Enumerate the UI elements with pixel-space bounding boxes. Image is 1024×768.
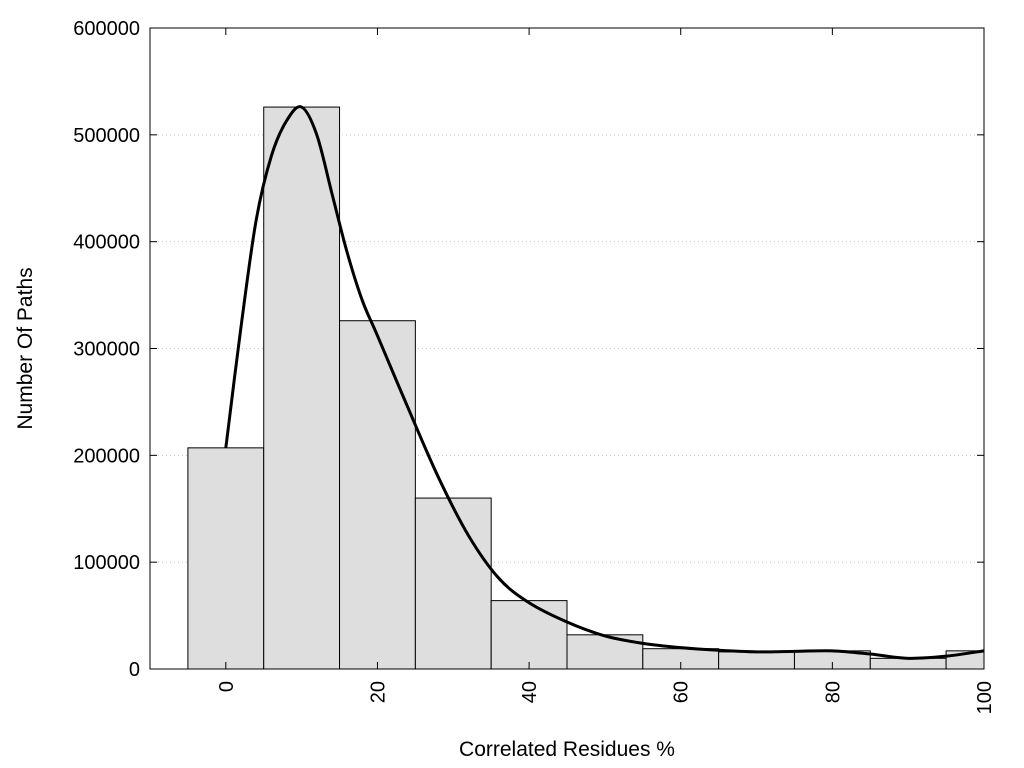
x-axis-label: Correlated Residues %	[459, 738, 675, 761]
histogram-bars	[187, 106, 985, 670]
x-tick-label: 100	[974, 681, 996, 714]
histogram-bar	[869, 657, 947, 670]
x-tick-label: 80	[822, 681, 844, 703]
y-tick-label: 300000	[73, 339, 140, 361]
y-tick-label: 200000	[73, 445, 140, 467]
histogram-bar	[263, 106, 341, 670]
x-tick-label: 0	[216, 681, 238, 692]
histogram-bar	[414, 497, 492, 670]
density-curve-layer	[224, 105, 985, 660]
x-tick-label: 40	[519, 681, 541, 703]
y-tick-label: 0	[129, 659, 140, 681]
grid-lines	[150, 134, 984, 563]
histogram-bar	[187, 447, 265, 670]
y-tick-label: 600000	[73, 18, 140, 40]
y-axis-ticks: 0 100000 200000 300000 400000 500000 600000	[73, 18, 984, 681]
histogram-bar	[339, 320, 416, 670]
x-axis-ticks: 0 20 40 60 80 100	[216, 28, 996, 714]
y-tick-label: 500000	[73, 125, 140, 147]
x-tick-label: 60	[671, 681, 693, 703]
y-axis-label: Number Of Paths	[14, 267, 37, 429]
histogram-bar	[566, 634, 644, 670]
y-tick-label: 100000	[73, 552, 140, 574]
histogram-bar	[490, 600, 568, 670]
x-tick-label: 20	[367, 681, 389, 703]
density-curve	[224, 105, 985, 660]
y-tick-label: 400000	[73, 232, 140, 254]
histogram-bar	[718, 651, 795, 670]
